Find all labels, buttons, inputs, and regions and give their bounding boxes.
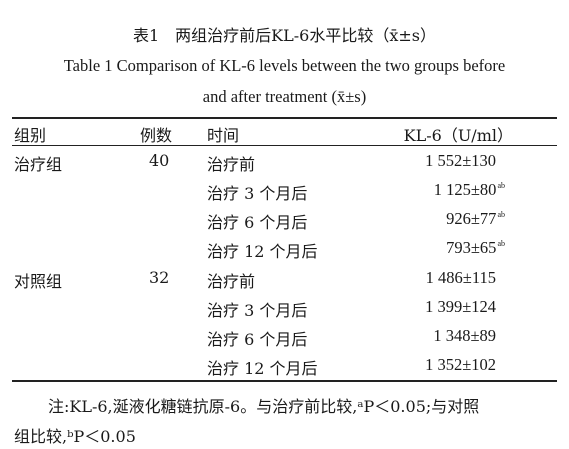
header-group: 组别	[14, 126, 47, 145]
table-title-cn: 表1 两组治疗前后KL-6水平比较（x̄±s）	[133, 26, 436, 45]
cell-group: 对照组	[14, 272, 63, 291]
cell-time: 治疗 3 个月后	[207, 184, 308, 203]
table-title-en-line1: Table 1 Comparison of KL-6 levels betwee…	[63, 56, 506, 75]
table-title-en-line2: and after treatment (x̄±s)	[202, 87, 367, 106]
header-n: 例数	[140, 126, 173, 145]
cell-time: 治疗 3 个月后	[207, 301, 308, 320]
cell-time: 治疗前	[207, 272, 256, 291]
cell-value: 1 352±102	[425, 355, 496, 374]
cell-time: 治疗 12 个月后	[207, 242, 318, 261]
cell-value: 1 399±124	[425, 297, 496, 316]
cell-time: 治疗 6 个月后	[207, 330, 308, 349]
table-mid-rule	[12, 145, 557, 146]
table-top-rule	[12, 117, 557, 119]
cell-group: 治疗组	[14, 155, 63, 174]
cell-n: 40	[149, 151, 170, 170]
table-bottom-rule	[12, 380, 557, 382]
table-note-line1: 注:KL-6,涎液化糖链抗原-6。与治疗前比较,ᵃP＜0.05;与对照	[48, 397, 480, 416]
header-time: 时间	[207, 126, 240, 145]
cell-value: 926±77ab	[446, 209, 505, 228]
cell-value: 1 125±80ab	[433, 180, 505, 199]
cell-value: 1 348±89	[433, 326, 496, 345]
cell-time: 治疗 6 个月后	[207, 213, 308, 232]
header-kl6: KL-6（U/ml）	[403, 126, 513, 145]
cell-value: 793±65ab	[446, 238, 505, 257]
cell-n: 32	[149, 268, 170, 287]
table-note-line2: 组比较,ᵇP＜0.05	[14, 427, 136, 446]
cell-time: 治疗前	[207, 155, 256, 174]
cell-value: 1 486±115	[425, 268, 496, 287]
cell-value: 1 552±130	[425, 151, 496, 170]
cell-time: 治疗 12 个月后	[207, 359, 318, 378]
